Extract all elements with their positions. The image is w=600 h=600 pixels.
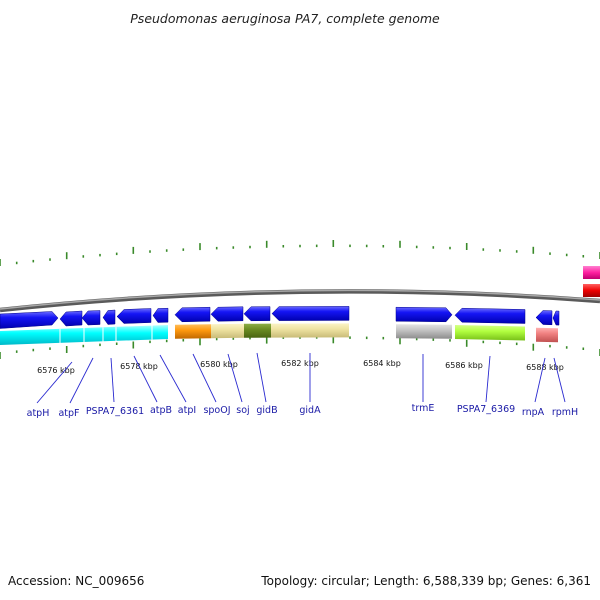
gene-leader-lines xyxy=(36,352,566,404)
category-block-lime xyxy=(455,325,525,341)
category-block-orange xyxy=(175,324,211,339)
gene-arrow-trmE[interactable] xyxy=(395,306,453,323)
category-block-pink xyxy=(536,327,558,343)
leader-line-atpF xyxy=(69,357,94,404)
gene-label-soj[interactable]: soj xyxy=(236,405,249,416)
leader-line-PSPA7_6369 xyxy=(485,355,491,403)
scale-label: 6584 kbp xyxy=(363,359,401,368)
category-track xyxy=(0,323,558,345)
gene-label-atpF[interactable]: atpF xyxy=(58,408,79,419)
scale-label: 6586 kbp xyxy=(445,361,483,370)
gene-arrow-gidB[interactable] xyxy=(243,306,271,322)
category-block-grey xyxy=(396,324,452,339)
lower-tick-ring xyxy=(0,336,600,359)
scale-label: 6582 kbp xyxy=(281,359,319,368)
forward-strand-track xyxy=(0,306,560,329)
scale-labels: 6576 kbp 6578 kbp 6580 kbp 6582 kbp 6584… xyxy=(37,359,564,375)
gene-label-rnpA[interactable]: rnpA xyxy=(522,407,545,418)
leader-line-atpH xyxy=(36,361,73,404)
category-block-khaki xyxy=(211,323,244,339)
feature-block-red[interactable] xyxy=(583,284,600,297)
gene-label-rpmH[interactable]: rpmH xyxy=(552,407,578,418)
gene-arrow-atpI[interactable] xyxy=(152,307,169,323)
gene-arrow-atpF[interactable] xyxy=(59,310,83,327)
leader-line-atpB xyxy=(133,355,158,403)
leader-line-rnpA xyxy=(534,357,546,403)
gene-label-gidA[interactable]: gidA xyxy=(299,405,321,416)
scale-label: 6576 kbp xyxy=(37,366,75,375)
upper-tick-ring xyxy=(0,240,600,266)
gene-arrow-atpB-small[interactable] xyxy=(102,309,116,325)
leader-line-soj xyxy=(227,353,243,403)
gene-arrow-spoOJ[interactable] xyxy=(174,306,211,323)
gene-label-gidB[interactable]: gidB xyxy=(256,405,277,416)
right-edge-features xyxy=(583,266,600,297)
gene-arrow-PSPA7_6369[interactable] xyxy=(454,307,526,324)
map-title: Pseudomonas aeruginosa PA7, complete gen… xyxy=(130,11,440,26)
leader-line-atpI xyxy=(159,354,187,403)
gene-labels: atpH atpF PSPA7_6361 atpB atpI spoOJ soj… xyxy=(27,403,579,419)
category-block-khaki xyxy=(271,323,349,338)
gene-arrow-rnpA[interactable] xyxy=(535,310,553,326)
gene-label-PSPA7_6369[interactable]: PSPA7_6369 xyxy=(457,404,515,415)
gene-arrow-atpB[interactable] xyxy=(116,308,152,324)
gene-label-atpI[interactable]: atpI xyxy=(178,405,196,416)
gene-arrow-PSPA7_6361[interactable] xyxy=(81,310,101,326)
gene-arrow-rpmH[interactable] xyxy=(552,310,560,326)
accession-text: Accession: NC_009656 xyxy=(8,574,144,588)
leader-line-rpmH xyxy=(553,357,566,403)
gene-label-spoOJ[interactable]: spoOJ xyxy=(203,405,230,416)
scale-label: 6580 kbp xyxy=(200,360,238,369)
genome-backbone xyxy=(0,289,600,313)
gene-label-atpB[interactable]: atpB xyxy=(150,405,172,416)
genome-backbone-highlight xyxy=(0,289,600,310)
leader-line-spoOJ xyxy=(192,353,217,403)
leader-line-gidB xyxy=(256,352,267,403)
gene-arrow-gidA[interactable] xyxy=(271,306,350,321)
gene-label-trmE[interactable]: trmE xyxy=(412,403,435,414)
gene-arrow-soj[interactable] xyxy=(210,306,244,322)
feature-block-magenta[interactable] xyxy=(583,266,600,279)
leader-line-PSPA7_6361 xyxy=(110,357,115,403)
scale-label: 6588 kbp xyxy=(526,363,564,372)
gene-arrow-atpH[interactable] xyxy=(0,311,59,329)
category-block-olive xyxy=(244,323,271,338)
gene-label-atpH[interactable]: atpH xyxy=(27,408,50,419)
genome-summary-text: Topology: circular; Length: 6,588,339 bp… xyxy=(260,574,591,588)
gene-label-PSPA7_6361[interactable]: PSPA7_6361 xyxy=(86,406,144,417)
